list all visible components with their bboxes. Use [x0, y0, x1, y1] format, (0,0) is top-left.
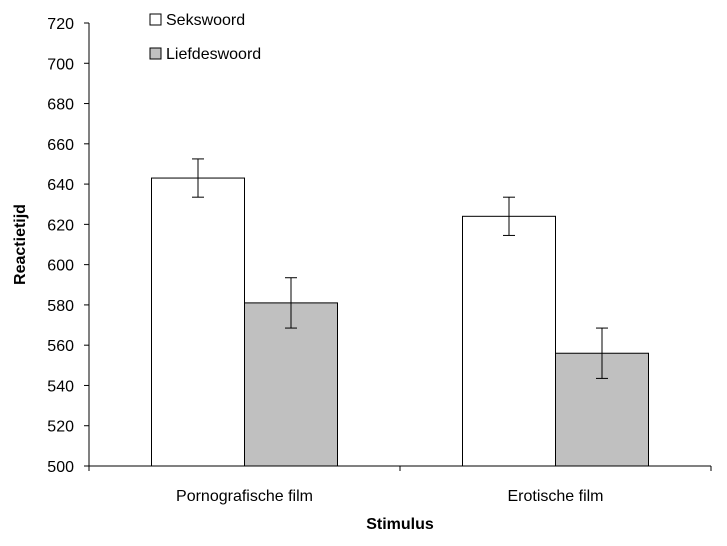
x-axis-title: Stimulus	[366, 516, 434, 533]
legend: Sekswoord Liefdeswoord	[149, 12, 261, 63]
y-tick-label: 540	[47, 378, 74, 395]
x-tick-label: Pornografische film	[176, 488, 313, 505]
y-tick-label: 520	[47, 419, 74, 436]
y-axis-title: Reactietijd	[12, 204, 29, 285]
legend-label: Sekswoord	[166, 12, 245, 29]
x-tick-label: Erotische film	[507, 488, 603, 505]
y-tick-label: 640	[47, 177, 74, 194]
bar	[462, 215, 556, 467]
y-ticks: 500 520 540 560 580 600 620 640 660 680 700 720	[47, 16, 89, 476]
y-tick-label: 660	[47, 137, 74, 154]
y-tick-label: 680	[47, 97, 74, 114]
error-bars	[192, 158, 608, 379]
bar	[244, 302, 338, 467]
y-tick-label: 500	[47, 459, 74, 476]
bars	[151, 177, 649, 467]
y-tick-label: 560	[47, 338, 74, 355]
legend-swatch	[149, 13, 162, 26]
y-axis: 500 520 540 560 580 600 620 640 660 680 700 720	[47, 16, 90, 476]
bar	[151, 177, 245, 467]
y-tick-label: 580	[47, 298, 74, 315]
y-tick-label: 620	[47, 217, 74, 234]
legend-label: Liefdeswoord	[166, 46, 261, 63]
y-tick-label: 600	[47, 258, 74, 275]
y-tick-label: 700	[47, 56, 74, 73]
legend-swatch	[149, 47, 162, 60]
x-axis: Pornografische film Erotische film	[88, 465, 712, 505]
x-ticks: Pornografische film Erotische film	[88, 466, 712, 505]
y-tick-label: 720	[47, 16, 74, 33]
